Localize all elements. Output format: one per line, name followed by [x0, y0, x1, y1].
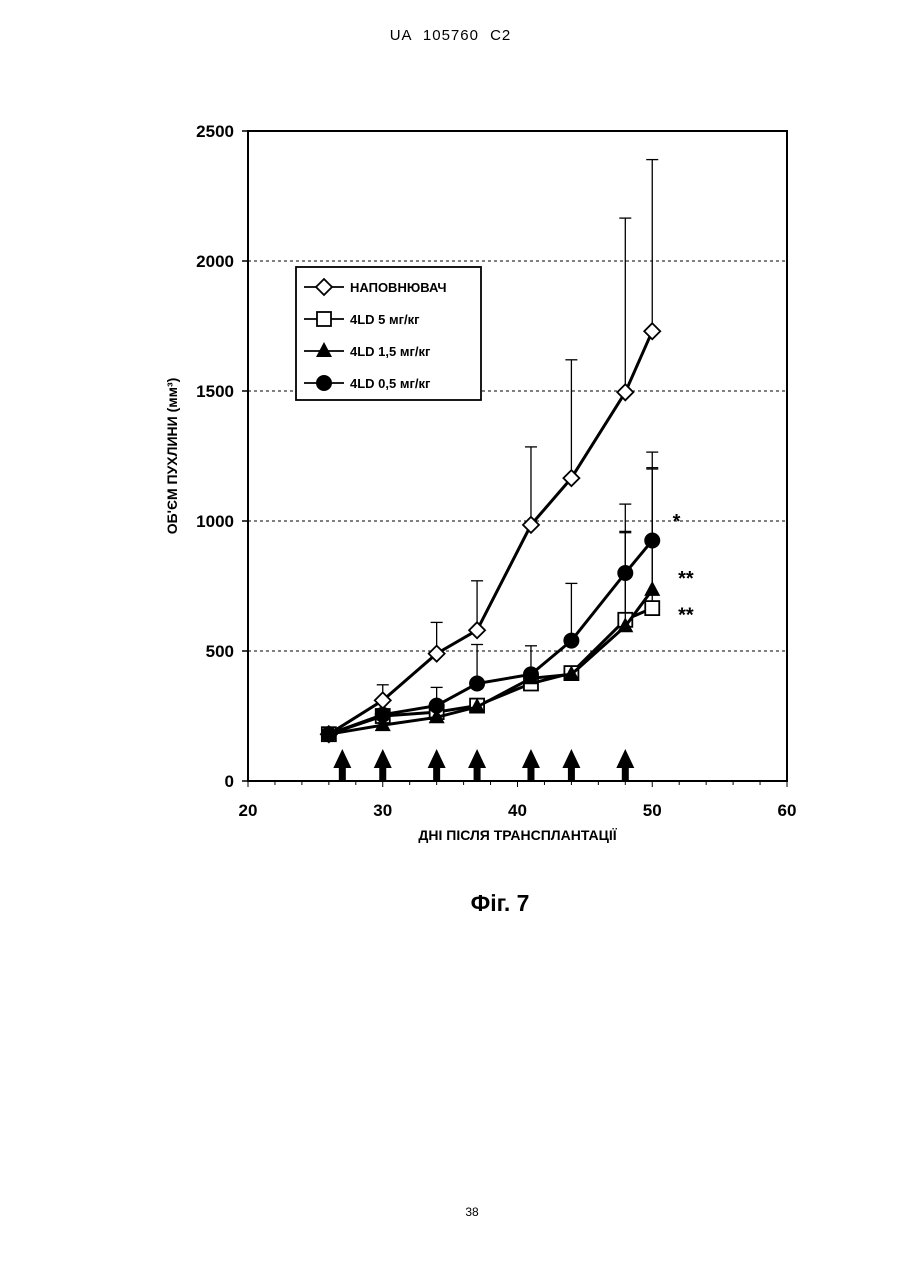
data-point — [644, 581, 660, 596]
y-tick-label: 1000 — [196, 512, 234, 531]
significance-label: ** — [678, 605, 694, 627]
x-tick-label: 50 — [643, 801, 662, 820]
x-tick-label: 40 — [508, 801, 527, 820]
y-tick-label: 2000 — [196, 252, 234, 271]
significance-label: ** — [678, 568, 694, 590]
data-series — [321, 160, 660, 743]
x-axis-title: ДНІ ПІСЛЯ ТРАНСПЛАНТАЦІЇ — [418, 827, 617, 843]
dosing-arrow — [522, 749, 540, 780]
dosing-arrow — [562, 749, 580, 780]
y-tick-label: 0 — [225, 772, 234, 791]
figure-caption: Фіг. 7 — [0, 890, 901, 917]
x-tick-label: 30 — [373, 801, 392, 820]
data-point — [617, 565, 633, 581]
legend: НАПОВНЮВАЧ 4LD 5 мг/кг 4LD 1,5 мг/кг 4LD 0,… — [296, 267, 481, 400]
data-point — [617, 384, 633, 400]
dosing-arrows — [333, 749, 634, 780]
data-point — [429, 698, 445, 714]
dosing-arrow — [374, 749, 392, 780]
y-axis-title: ОБ'ЄМ ПУХЛИНИ (мм³) — [164, 378, 180, 535]
data-point — [645, 601, 659, 615]
legend-label: НАПОВНЮВАЧ — [350, 280, 447, 295]
dosing-arrow — [428, 749, 446, 780]
y-tick-label: 1500 — [196, 382, 234, 401]
axis-labels: *****ДНІ ПІСЛЯ ТРАНСПЛАНТАЦІЇОБ'ЄМ ПУХЛИ… — [164, 378, 694, 843]
series-1 — [321, 160, 660, 743]
data-point — [375, 707, 391, 723]
axis-ticks: 0 500 1000 1500 2000 2500 20 30 40 50 60 — [196, 122, 796, 820]
data-point — [644, 533, 660, 549]
x-tick-label: 60 — [778, 801, 797, 820]
dosing-arrow — [468, 749, 486, 780]
page-number: 38 — [0, 1205, 901, 1219]
data-point — [523, 666, 539, 682]
plot-frame — [248, 131, 787, 781]
legend-marker — [317, 312, 331, 326]
legend-marker — [316, 375, 332, 391]
legend-label: 4LD 0,5 мг/кг — [350, 376, 431, 391]
legend-label: 4LD 1,5 мг/кг — [350, 344, 431, 359]
dosing-arrow — [616, 749, 634, 780]
data-point — [321, 726, 337, 742]
data-point — [644, 323, 660, 339]
data-point — [469, 622, 485, 638]
y-tick-label: 500 — [206, 642, 234, 661]
dosing-arrow — [333, 749, 351, 780]
y-tick-label: 2500 — [196, 122, 234, 141]
significance-label: * — [673, 511, 681, 533]
data-point — [563, 633, 579, 649]
legend-label: 4LD 5 мг/кг — [350, 312, 420, 327]
data-point — [469, 676, 485, 692]
x-tick-label: 20 — [239, 801, 258, 820]
